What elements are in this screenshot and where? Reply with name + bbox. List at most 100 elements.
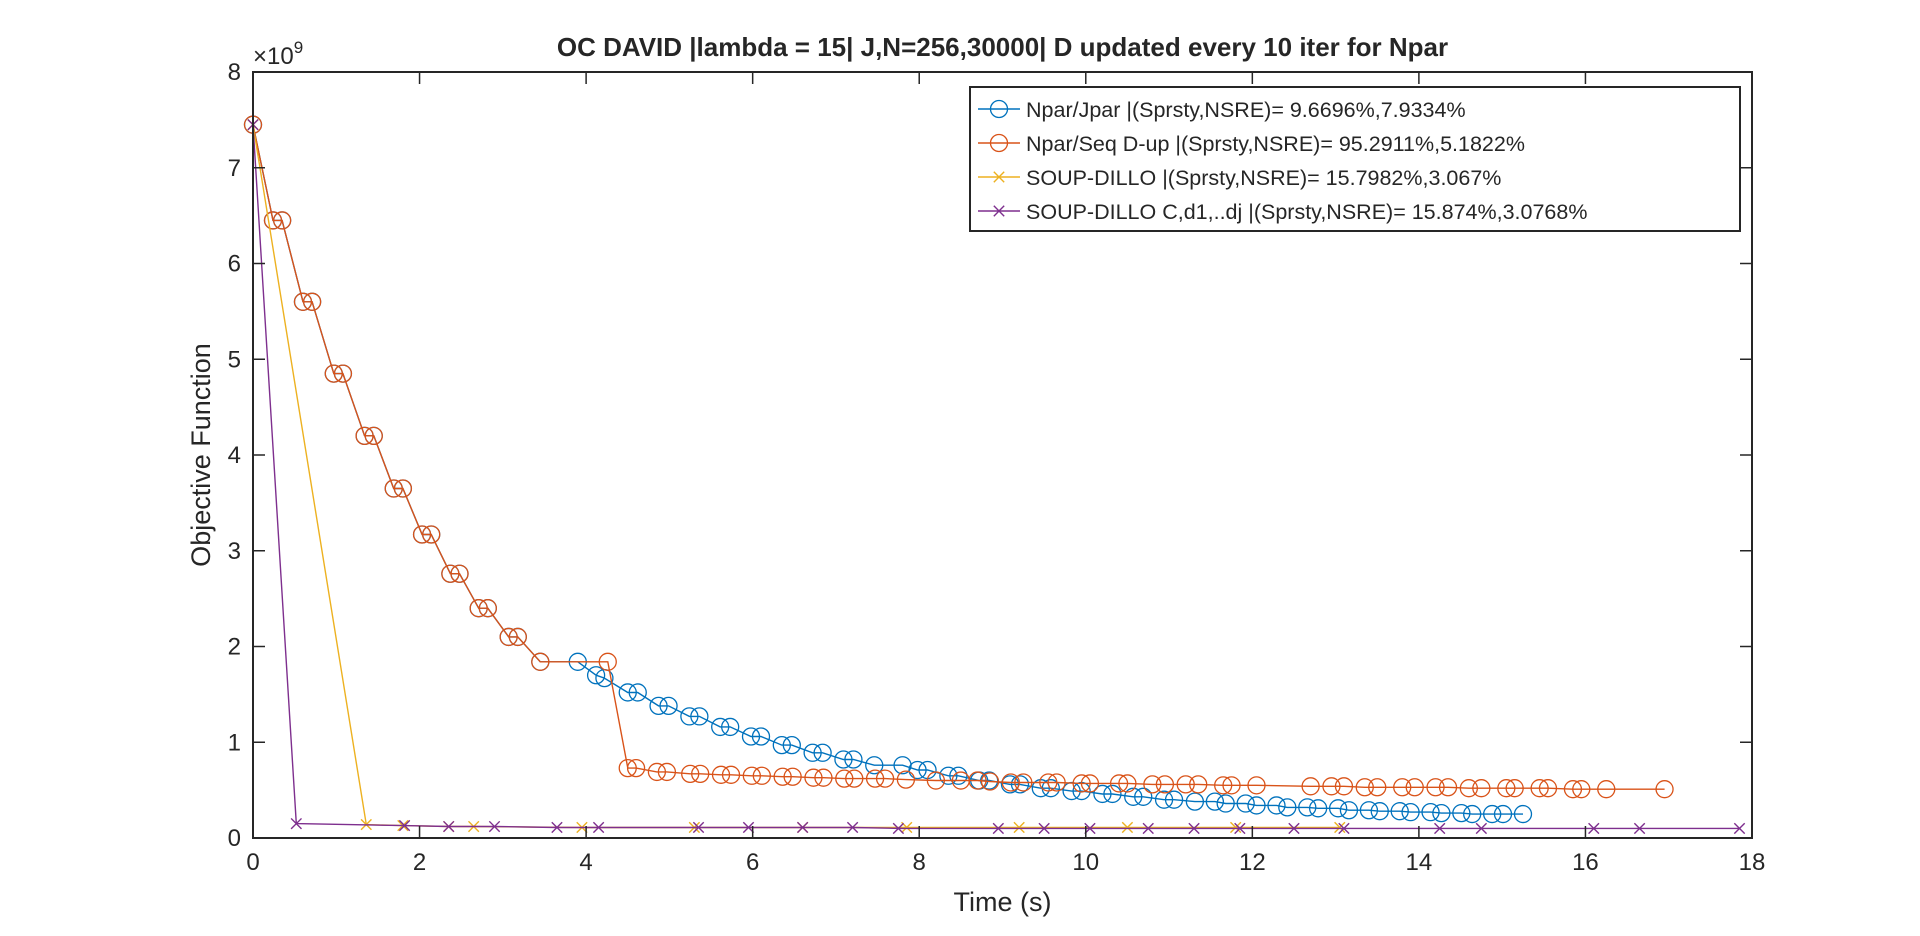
data-point	[1278, 798, 1297, 817]
data-point	[1109, 774, 1129, 793]
data-point	[844, 750, 863, 769]
data-point	[711, 765, 731, 784]
data-point	[1322, 777, 1341, 796]
data-point	[1390, 802, 1409, 821]
data-point	[1733, 822, 1746, 835]
data-point	[1339, 801, 1359, 820]
x-tick-label: 4	[579, 849, 592, 876]
data-point	[1014, 773, 1033, 792]
data-point	[1010, 775, 1030, 794]
data-point	[681, 764, 700, 783]
data-point	[272, 211, 292, 230]
data-point	[586, 666, 606, 685]
series-line	[252, 124, 1665, 790]
data-point	[364, 426, 383, 446]
data-point	[834, 750, 853, 769]
data-point	[1222, 776, 1241, 795]
data-point	[796, 821, 809, 834]
plot-marks	[243, 115, 1746, 835]
data-point	[1188, 822, 1200, 835]
data-point	[1497, 779, 1516, 798]
data-point	[1308, 799, 1328, 818]
x-tick-label: 16	[1572, 849, 1599, 876]
data-point	[804, 768, 823, 787]
x-tick-label: 14	[1406, 849, 1433, 876]
data-point	[412, 525, 432, 544]
y-axis-exponent-label: ×109	[253, 38, 303, 70]
data-point	[1393, 778, 1412, 797]
data-point	[657, 762, 677, 782]
data-point	[741, 727, 761, 746]
data-point	[980, 772, 1000, 791]
data-point	[1121, 821, 1134, 834]
data-point	[508, 627, 527, 647]
chart-title: OC DAVID |lambda = 15| J,N=256,30000| D …	[557, 32, 1448, 62]
data-point	[1359, 801, 1379, 820]
data-point	[1080, 774, 1100, 793]
data-point	[450, 564, 469, 583]
data-point	[721, 765, 741, 784]
x-axis-label: Time (s)	[954, 887, 1052, 917]
data-point	[1438, 778, 1458, 797]
data-point	[1463, 804, 1482, 824]
x-tick-label: 0	[246, 849, 259, 876]
data-point	[803, 743, 822, 762]
data-point	[263, 211, 283, 230]
data-point	[592, 821, 605, 834]
y-tick-label: 1	[228, 729, 241, 756]
legend-entry-label: Npar/Jpar |(Sprsty,NSRE)= 9.6696%,7.9334…	[1026, 98, 1466, 122]
data-point	[721, 717, 740, 737]
data-point	[1216, 794, 1235, 813]
data-point	[659, 696, 678, 716]
data-point	[290, 817, 302, 830]
data-point	[835, 769, 854, 788]
data-point	[751, 727, 771, 746]
series-1	[243, 115, 1674, 799]
y-tick-label: 4	[228, 442, 241, 469]
y-tick-label: 2	[228, 634, 241, 661]
legend-entry-label: SOUP-DILLO |(Sprsty,NSRE)= 15.7982%,3.06…	[1026, 166, 1501, 190]
data-point	[488, 820, 501, 833]
data-point	[1475, 822, 1488, 835]
data-point	[1247, 796, 1266, 815]
data-point	[896, 770, 916, 789]
x-tick-label: 6	[746, 849, 759, 876]
data-point	[992, 822, 1005, 835]
data-point	[649, 696, 668, 716]
y-multiplier-base: ×10	[253, 43, 294, 70]
data-point	[1154, 790, 1174, 809]
data-point	[783, 767, 802, 786]
data-point	[1301, 777, 1320, 796]
data-point	[1288, 822, 1300, 835]
y-axis-label: Objective Function	[186, 343, 216, 567]
data-point	[1426, 778, 1445, 797]
y-tick-label: 3	[228, 538, 241, 565]
data-point	[1047, 773, 1066, 792]
data-point	[1093, 784, 1112, 804]
data-point	[813, 743, 832, 762]
data-point	[1189, 775, 1208, 794]
y-multiplier-exponent: 9	[294, 38, 303, 57]
legend-marker	[993, 171, 1005, 183]
data-point	[1483, 804, 1502, 824]
data-point	[478, 599, 497, 618]
data-point	[1452, 803, 1471, 823]
data-point	[384, 479, 403, 498]
data-point	[441, 564, 460, 583]
data-point	[1405, 778, 1424, 797]
data-point	[333, 364, 353, 383]
data-point	[680, 707, 699, 726]
data-point	[892, 822, 905, 835]
data-point	[1118, 774, 1137, 793]
data-point	[1143, 775, 1162, 794]
data-point	[865, 756, 884, 775]
data-point	[551, 821, 563, 834]
data-point	[1513, 804, 1533, 824]
data-point	[1432, 803, 1451, 823]
data-point	[1530, 779, 1549, 798]
legend: Npar/Jpar |(Sprsty,NSRE)= 9.6696%,7.9334…	[969, 86, 1741, 232]
x-tick-label: 18	[1739, 849, 1766, 876]
data-point	[846, 821, 859, 834]
data-point	[1655, 780, 1674, 799]
data-point	[1164, 790, 1184, 809]
